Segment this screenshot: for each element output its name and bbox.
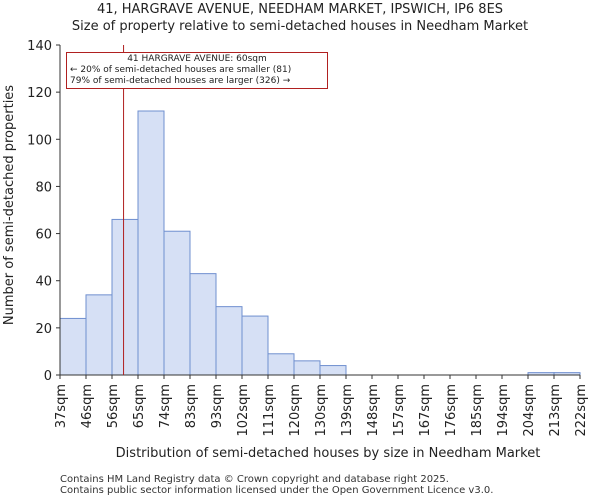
- bar-37sqm: [59, 317, 87, 376]
- footer-line1: Contains HM Land Registry data © Crown c…: [60, 474, 449, 485]
- bar-93sqm: [215, 306, 243, 376]
- bar-56sqm: [111, 218, 139, 376]
- x-tick-label-37sqm: 37sqm: [54, 384, 69, 428]
- x-tick-label-148sqm: 148sqm: [366, 384, 381, 437]
- bar-130sqm: [319, 365, 347, 376]
- property-annotation-box: 41 HARGRAVE AVENUE: 60sqm ← 20% of semi-…: [66, 52, 328, 89]
- x-axis-title: Distribution of semi-detached houses by …: [116, 446, 541, 461]
- x-tick-label-111sqm: 111sqm: [262, 384, 277, 437]
- x-tick-label-65sqm: 65sqm: [132, 384, 147, 428]
- y-tick-label: 0: [44, 369, 52, 384]
- y-tick-label: 80: [35, 180, 52, 195]
- y-tick-label: 40: [35, 275, 52, 290]
- bar-111sqm: [267, 353, 295, 376]
- x-tick-label-56sqm: 56sqm: [106, 384, 121, 428]
- x-tick-label-120sqm: 120sqm: [288, 384, 303, 437]
- annotation-line1: 41 HARGRAVE AVENUE: 60sqm: [127, 54, 267, 64]
- x-tick-label-167sqm: 167sqm: [418, 384, 433, 437]
- x-tick-label-74sqm: 74sqm: [158, 384, 173, 428]
- x-tick-label-185sqm: 185sqm: [470, 384, 485, 437]
- bar-74sqm: [163, 230, 191, 376]
- bar-83sqm: [189, 273, 217, 376]
- y-tick-label: 20: [35, 322, 52, 337]
- x-tick-label-222sqm: 222sqm: [574, 384, 589, 437]
- x-tick-label-46sqm: 46sqm: [80, 384, 95, 428]
- x-tick-label-204sqm: 204sqm: [522, 384, 537, 437]
- bar-102sqm: [241, 315, 269, 376]
- x-tick-label-157sqm: 157sqm: [392, 384, 407, 437]
- x-tick-label-139sqm: 139sqm: [340, 384, 355, 437]
- y-tick-label: 60: [35, 228, 52, 243]
- chart-title-line1: 41, HARGRAVE AVENUE, NEEDHAM MARKET, IPS…: [96, 2, 504, 17]
- x-tick-label-194sqm: 194sqm: [496, 384, 511, 437]
- x-tick-label-213sqm: 213sqm: [548, 384, 563, 437]
- x-tick-label-130sqm: 130sqm: [314, 384, 329, 437]
- y-axis-title: Number of semi-detached properties: [2, 85, 17, 325]
- x-tick-label-176sqm: 176sqm: [444, 384, 459, 437]
- x-tick-label-83sqm: 83sqm: [184, 384, 199, 428]
- footer-line2: Contains public sector information licen…: [60, 485, 494, 496]
- annotation-line3: 79% of semi-detached houses are larger (…: [70, 76, 291, 86]
- y-tick-label: 100: [27, 133, 52, 148]
- y-tick-label: 120: [27, 86, 52, 101]
- chart-title-line2: Size of property relative to semi-detach…: [71, 19, 529, 34]
- bar-46sqm: [85, 294, 113, 376]
- bar-120sqm: [293, 360, 321, 376]
- annotation-line2: ← 20% of semi-detached houses are smalle…: [70, 65, 292, 75]
- x-tick-label-93sqm: 93sqm: [210, 384, 225, 428]
- x-tick-label-102sqm: 102sqm: [236, 384, 251, 437]
- y-tick-label: 140: [27, 39, 52, 54]
- bar-65sqm: [137, 110, 165, 376]
